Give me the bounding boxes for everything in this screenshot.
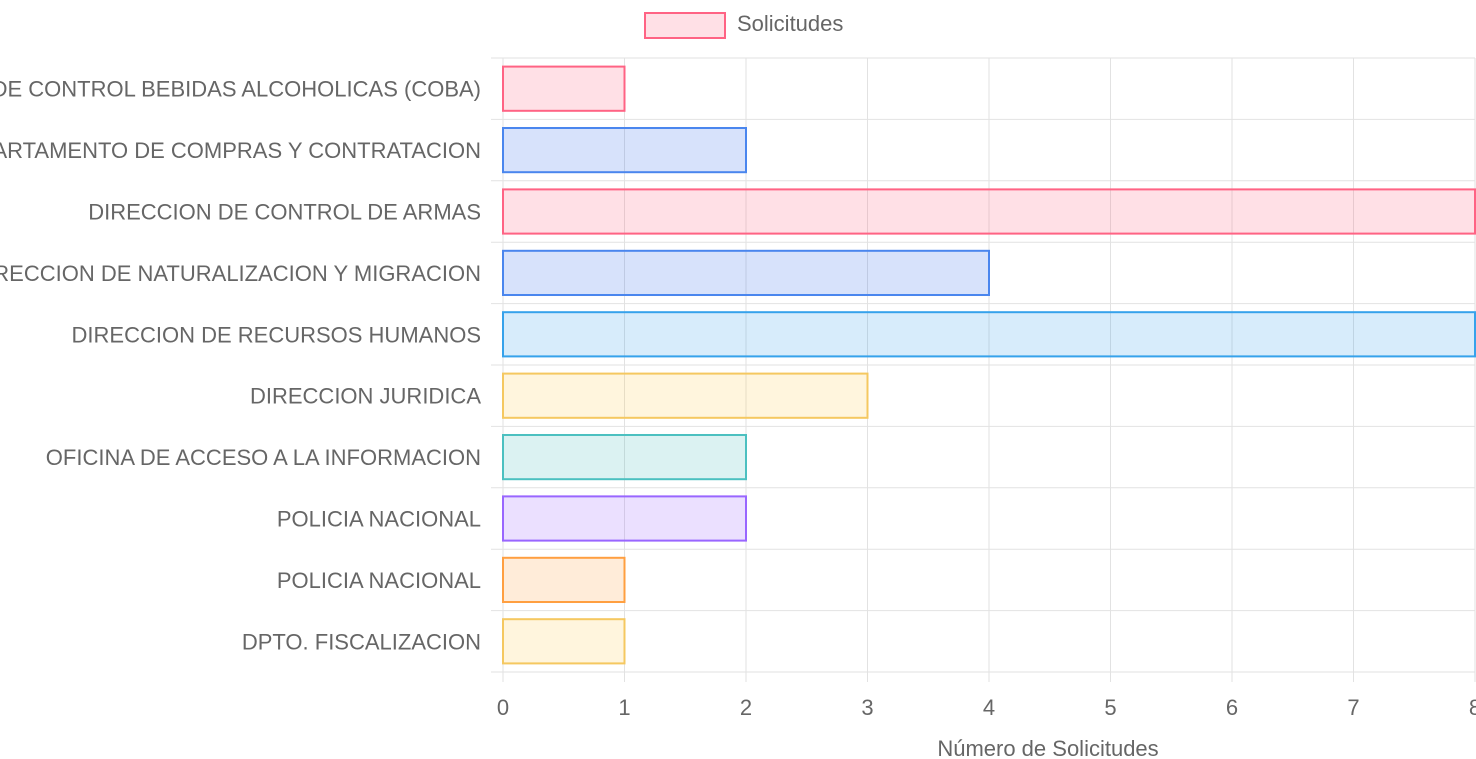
x-axis-ticks: 0 1 2 3 4 5 6 7 8 bbox=[497, 695, 1476, 720]
x-tick-label: 0 bbox=[497, 695, 509, 720]
x-tick-label: 6 bbox=[1226, 695, 1238, 720]
bars bbox=[502, 65, 1476, 665]
y-tick-label: POLICIA NACIONAL bbox=[277, 507, 481, 532]
bar[interactable] bbox=[502, 556, 626, 604]
bar[interactable] bbox=[502, 433, 747, 481]
gridlines bbox=[491, 57, 1476, 682]
y-tick-label: DIRECCION DE NATURALIZACION Y MIGRACION bbox=[0, 261, 481, 286]
y-tick-label: DIRECCION JURIDICA bbox=[250, 384, 481, 409]
legend-swatch[interactable] bbox=[644, 12, 726, 39]
y-tick-label: DPTO. FISCALIZACION bbox=[242, 629, 481, 654]
x-tick-label: 4 bbox=[983, 695, 995, 720]
y-tick-label: OFICINA DE ACCESO A LA INFORMACION bbox=[46, 445, 481, 470]
y-tick-label: POLICIA NACIONAL bbox=[277, 568, 481, 593]
x-axis-title: Número de Solicitudes bbox=[937, 736, 1158, 759]
y-tick-label: DEPARTAMENTO DE CONTROL BEBIDAS ALCOHOLI… bbox=[0, 77, 481, 102]
bar[interactable] bbox=[502, 249, 990, 297]
y-tick-label: DEPARTAMENTO DE COMPRAS Y CONTRATACION bbox=[0, 138, 481, 163]
x-tick-label: 5 bbox=[1104, 695, 1116, 720]
y-tick-label: DIRECCION DE CONTROL DE ARMAS bbox=[88, 200, 481, 225]
legend[interactable]: Solicitudes bbox=[644, 11, 843, 39]
bar[interactable] bbox=[502, 495, 747, 542]
y-tick-label: DIRECCION DE RECURSOS HUMANOS bbox=[72, 322, 481, 347]
bar[interactable] bbox=[502, 311, 1476, 358]
y-axis-labels: DEPARTAMENTO DE CONTROL BEBIDAS ALCOHOLI… bbox=[0, 77, 481, 655]
bar[interactable] bbox=[502, 618, 626, 665]
x-tick-label: 2 bbox=[740, 695, 752, 720]
bar[interactable] bbox=[502, 188, 1476, 235]
x-tick-label: 8 bbox=[1469, 695, 1476, 720]
x-tick-label: 3 bbox=[861, 695, 873, 720]
bar[interactable] bbox=[502, 372, 869, 419]
bar[interactable] bbox=[502, 126, 747, 174]
x-tick-label: 1 bbox=[618, 695, 630, 720]
legend-label[interactable]: Solicitudes bbox=[737, 11, 843, 36]
bar[interactable] bbox=[502, 65, 626, 112]
x-tick-label: 7 bbox=[1347, 695, 1359, 720]
